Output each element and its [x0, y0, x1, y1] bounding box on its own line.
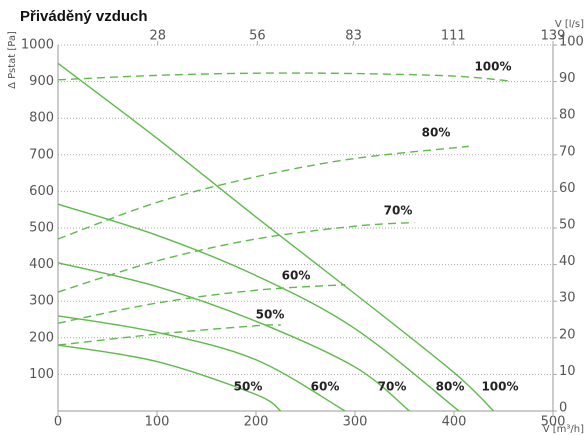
curve [57, 72, 509, 82]
y-tick-label: 300 [29, 294, 54, 309]
y2-tick-label: 10 [559, 364, 576, 379]
y-tick-label: 500 [29, 221, 54, 236]
curve-label: 60% [311, 380, 340, 394]
y-tick-label: 1000 [21, 38, 54, 53]
y2-tick-label: 80 [559, 108, 576, 123]
x-tick-label: 0 [54, 415, 62, 430]
curve-label: 100% [481, 380, 518, 394]
curve [57, 221, 415, 293]
y2-tick-label: 60 [559, 181, 576, 196]
curve [57, 344, 282, 412]
curve-label: 60% [282, 269, 311, 283]
y2-tick-label: 0 [559, 401, 567, 416]
y2-tick-label: 70 [559, 144, 576, 159]
x2-tick-label: 56 [249, 29, 266, 44]
curve [57, 203, 460, 412]
curve-label: 100% [474, 60, 511, 74]
x-axis-label: V [m³/h] [543, 424, 584, 435]
y-tick-label: 900 [29, 74, 54, 89]
chart-title: Přiváděný vzduch [20, 8, 148, 25]
x-tick-label: 100 [145, 415, 170, 430]
y2-tick-label: 40 [559, 254, 576, 269]
y-tick-label: 800 [29, 111, 54, 126]
curve [57, 284, 346, 324]
curve-label: 50% [234, 380, 263, 394]
y-tick-label: 700 [29, 147, 54, 162]
y2-tick-label: 20 [559, 327, 576, 342]
x2-tick-label: 139 [541, 29, 566, 44]
y-tick-label: 400 [29, 257, 54, 272]
x-tick-label: 200 [244, 415, 269, 430]
curve [57, 62, 495, 412]
curve-label: 50% [256, 308, 285, 322]
curve-label: 70% [384, 204, 413, 218]
curve-label: 80% [436, 380, 465, 394]
x-tick-label: 300 [343, 415, 368, 430]
x2-tick-label: 111 [441, 29, 466, 44]
curve [57, 324, 281, 346]
y2-tick-label: 30 [559, 291, 576, 306]
curve [57, 262, 410, 412]
curve [57, 315, 346, 412]
x2-tick-label: 28 [149, 29, 166, 44]
axis-frame [57, 45, 554, 412]
y2-tick-label: 50 [559, 218, 576, 233]
y2-tick-label: 100 [559, 35, 584, 50]
y2-tick-label: 90 [559, 71, 576, 86]
x2-axis-label: V [l/s] [555, 19, 584, 30]
y-tick-label: 600 [29, 184, 54, 199]
x-tick-label: 400 [442, 415, 467, 430]
y-tick-label: 200 [29, 330, 54, 345]
x-tick-label: 500 [541, 415, 566, 430]
curve [57, 145, 469, 240]
curve-label: 70% [378, 380, 407, 394]
x2-tick-label: 83 [345, 29, 362, 44]
curve-label: 80% [422, 126, 451, 140]
y-axis-label: Δ Pstat [Pa] [7, 31, 18, 89]
y-tick-label: 100 [29, 367, 54, 382]
